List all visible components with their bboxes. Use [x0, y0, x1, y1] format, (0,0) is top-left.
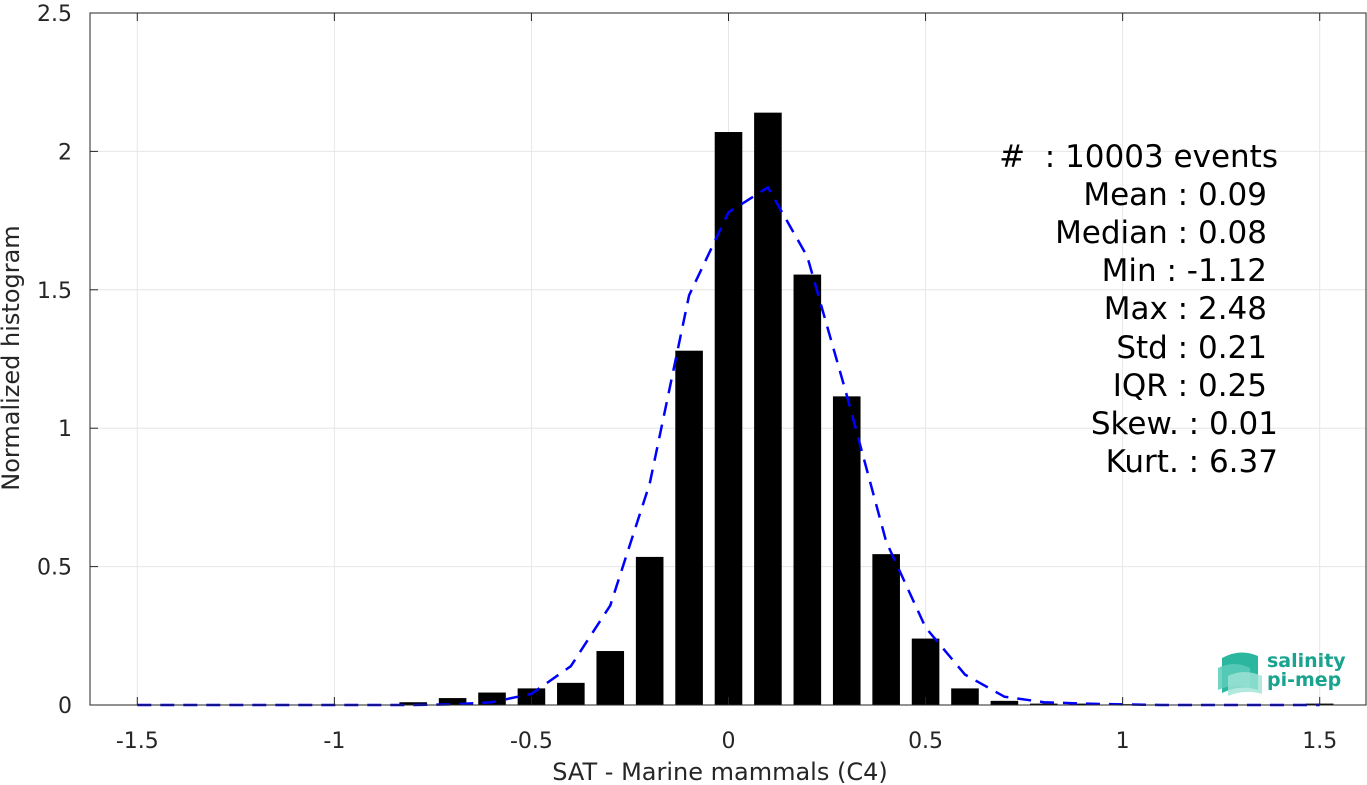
histogram-bar	[596, 651, 625, 705]
stats-line: Max : 2.48	[1104, 291, 1267, 327]
y-tick-label: 2	[58, 140, 72, 165]
logo-text-line1: salinity	[1267, 650, 1346, 672]
stats-line: Min : -1.12	[1102, 253, 1267, 289]
histogram-bar	[951, 688, 979, 705]
x-axis-label: SAT - Marine mammals (C4)	[552, 758, 887, 785]
x-tick-label: -0.5	[510, 729, 553, 754]
y-tick-label: 0	[58, 694, 72, 719]
stats-line: Kurt. : 6.37	[1106, 444, 1278, 480]
stats-line: # : 10003 events	[999, 139, 1278, 175]
stats-line: Skew. : 0.01	[1091, 406, 1278, 442]
histogram-bar	[675, 350, 703, 705]
stats-line: IQR : 0.25	[1113, 368, 1267, 404]
histogram-bar	[990, 700, 1019, 705]
logo-text-line2: pi-mep	[1267, 669, 1341, 691]
histogram-bar	[517, 688, 546, 705]
histogram-bars	[399, 112, 1334, 706]
histogram-bar	[832, 396, 861, 705]
histogram-bar	[872, 554, 900, 705]
histogram-bar	[635, 556, 664, 705]
x-tick-label: -1.5	[116, 729, 159, 754]
histogram-bar	[438, 698, 467, 705]
histogram-bar	[557, 682, 585, 705]
logo-mark-icon	[1218, 652, 1262, 696]
histogram-bar	[911, 638, 940, 705]
y-tick-label: 2.5	[37, 2, 72, 27]
y-tick-label: 1.5	[37, 279, 72, 304]
y-tick-label: 1	[58, 417, 72, 442]
x-tick-label: 0.5	[908, 729, 943, 754]
salinity-pi-mep-logo: salinity pi-mep	[1218, 650, 1346, 696]
x-tick-label: 0	[722, 729, 736, 754]
stats-line: Std : 0.21	[1116, 330, 1267, 366]
histogram-bar	[754, 112, 782, 705]
x-tick-label: 1	[1116, 729, 1130, 754]
stats-line: Median : 0.08	[1055, 215, 1267, 251]
y-tick-label: 0.5	[37, 556, 72, 581]
histogram-bar	[399, 702, 427, 705]
histogram-bar	[1069, 703, 1098, 705]
y-axis-label: Normalized histogram	[0, 225, 25, 490]
stats-line: Mean : 0.09	[1083, 177, 1267, 213]
histogram-bar	[714, 132, 743, 706]
axes	[89, 12, 1367, 706]
histogram-bar	[1030, 703, 1058, 705]
histogram-bar	[793, 274, 822, 705]
x-tick-label: 1.5	[1302, 729, 1337, 754]
x-tick-label: -1	[323, 729, 345, 754]
tick-labels: -1.5 -1 -0.5 0 0.5 1 1.5 0 0.5 1 1.5 2 2.5	[37, 2, 1337, 754]
